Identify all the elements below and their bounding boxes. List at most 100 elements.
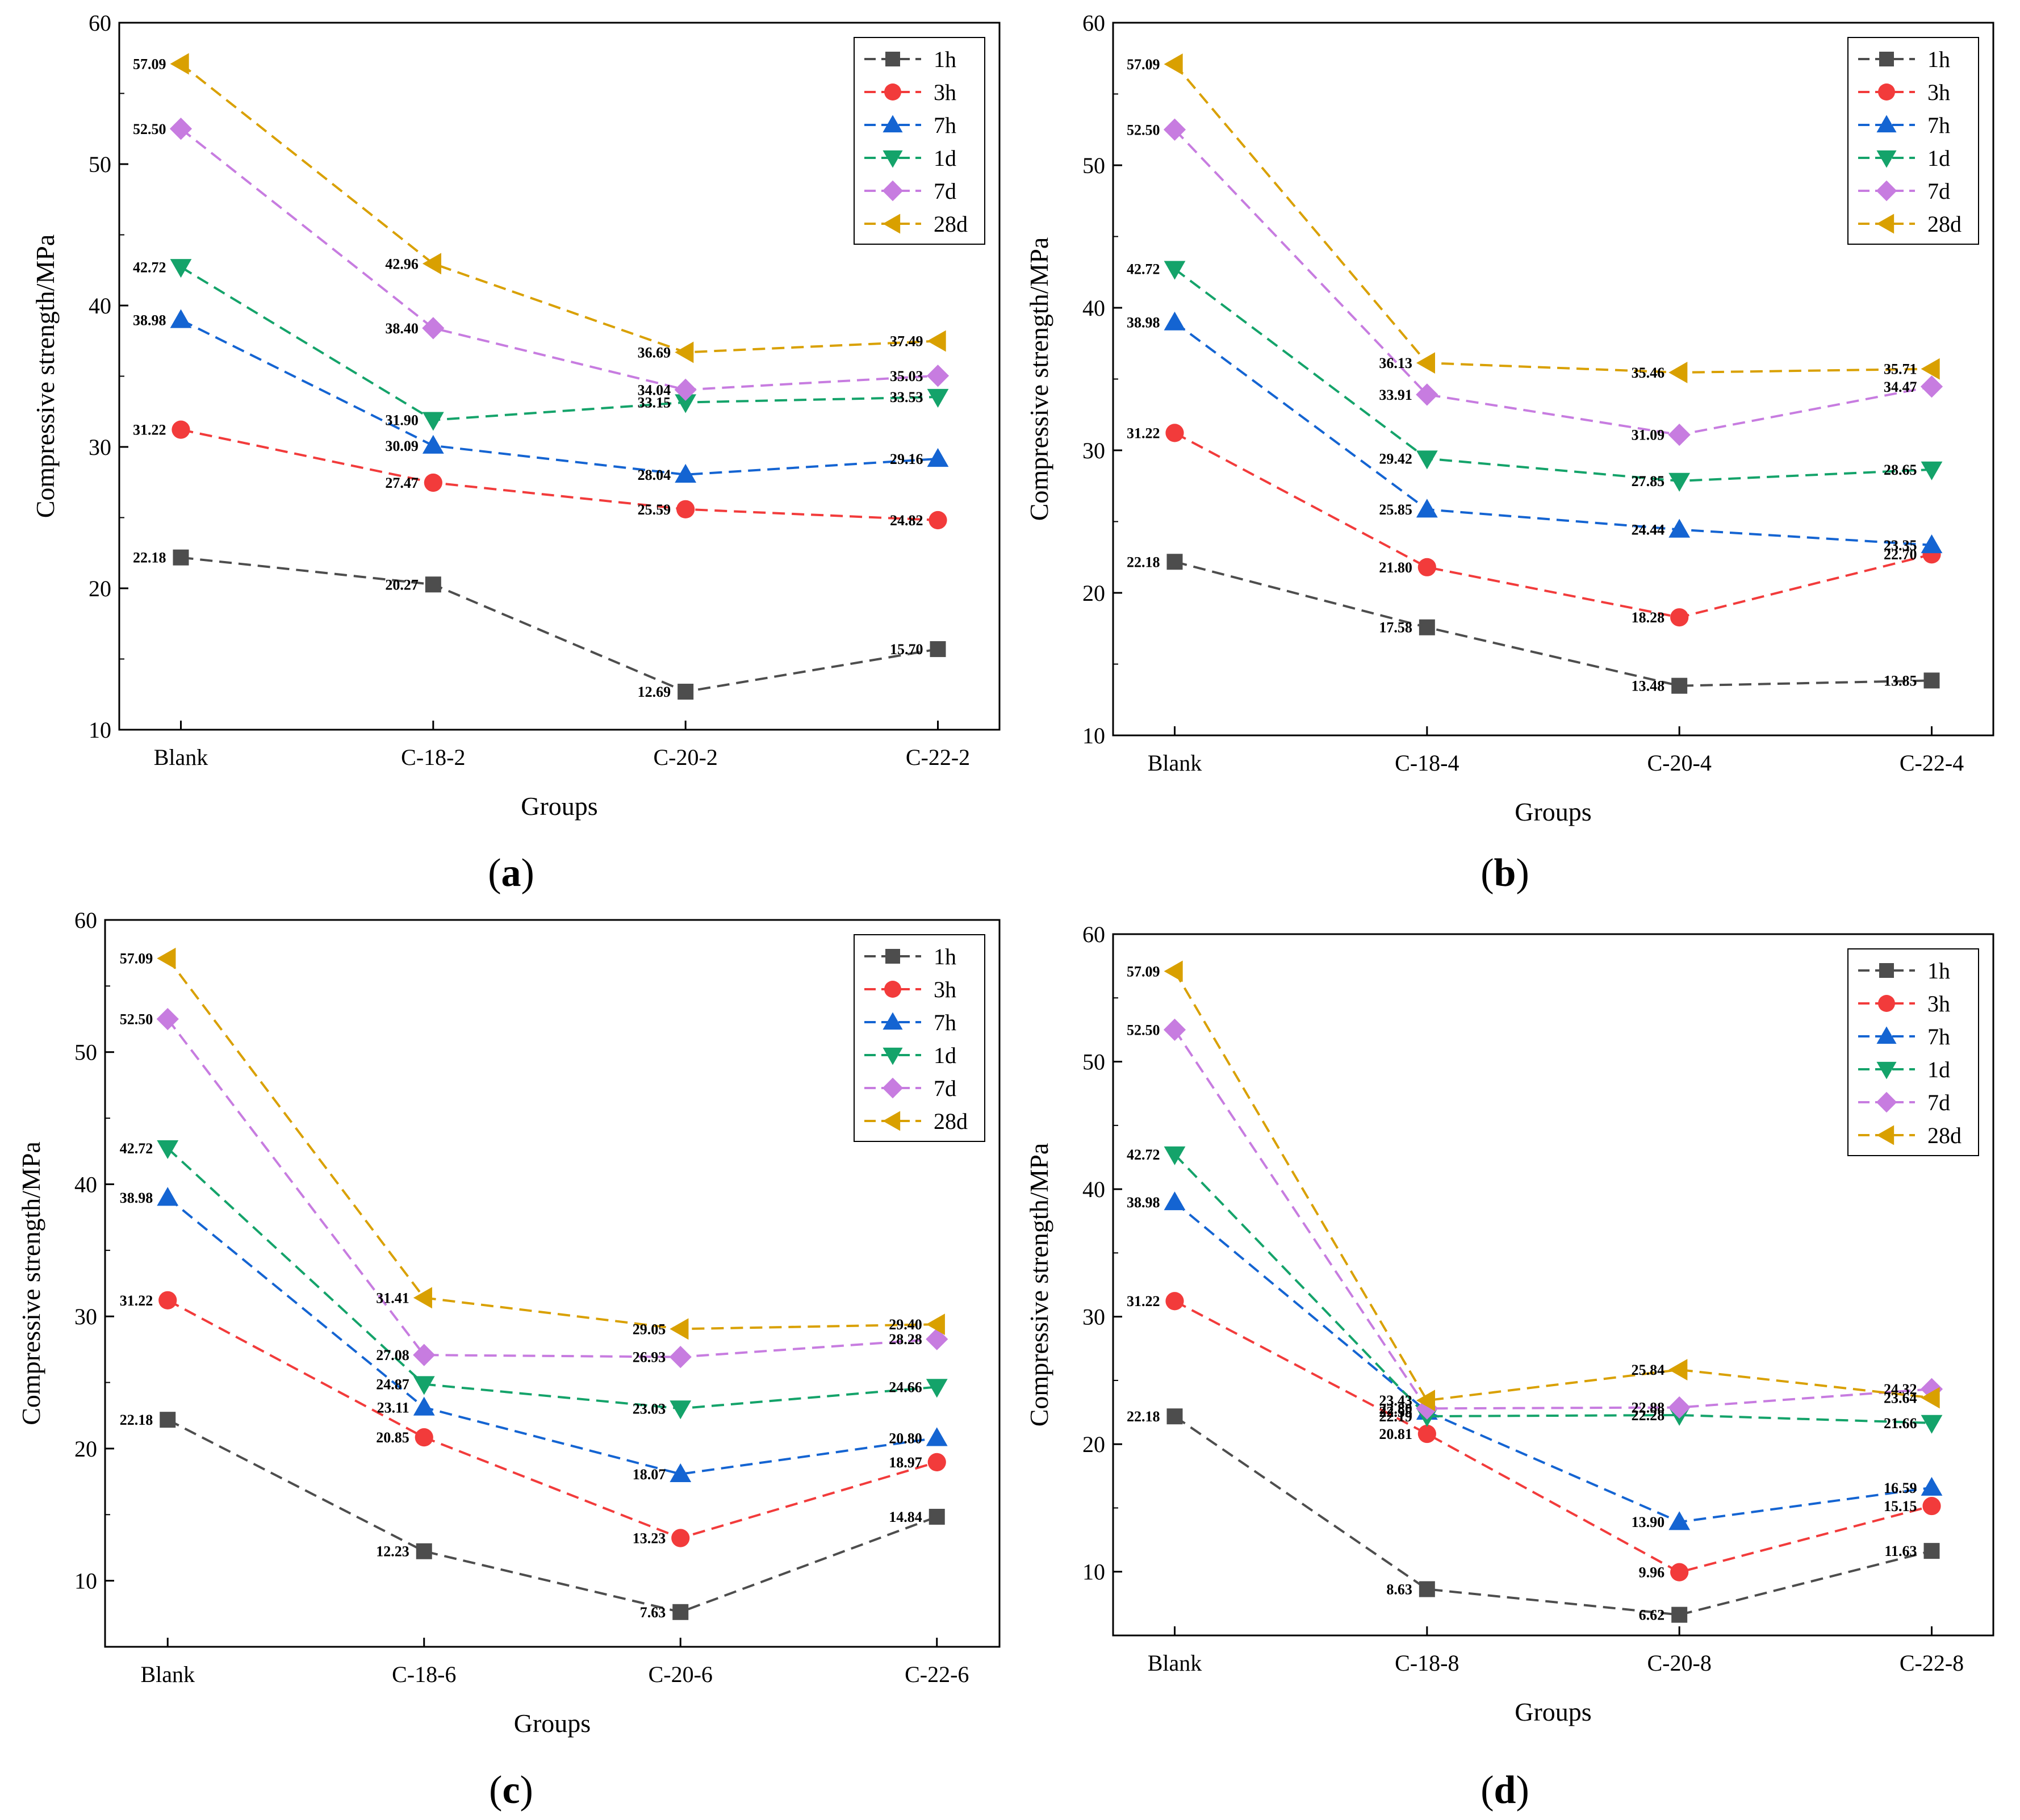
data-point-3h: [424, 473, 442, 492]
data-point-1d: [1921, 1415, 1943, 1434]
data-label-7h: 29.16: [890, 451, 923, 467]
data-label-1d: 24.66: [889, 1379, 922, 1395]
x-axis-title: Groups: [1515, 797, 1591, 826]
series-1h: 22.18 12.23 7.63 14.84: [120, 1412, 945, 1621]
y-tick-label: 10: [74, 1568, 97, 1594]
data-label-28d: 35.46: [1632, 365, 1665, 381]
legend-label-1h: 1h: [1927, 958, 1950, 984]
series-3h: 31.22 20.81 9.96 15.15: [1127, 1292, 1941, 1581]
series-line-7d: [166, 1018, 937, 1358]
data-point-7h: [927, 448, 949, 467]
legend-label-7d: 7d: [1927, 178, 1950, 204]
data-point-7d: [1668, 424, 1691, 446]
y-tick-label: 60: [89, 10, 111, 36]
data-label-28d: 31.41: [376, 1290, 409, 1306]
legend-label-3h: 3h: [934, 80, 956, 105]
series-1d: 42.72 22.19 22.28 21.66: [1127, 1146, 1943, 1434]
y-tick-label: 60: [1082, 10, 1105, 36]
x-tick-label: C-18-6: [392, 1662, 456, 1687]
data-point-1h: [1671, 677, 1688, 694]
legend-label-28d: 28d: [934, 211, 968, 237]
data-label-7h: 13.90: [1632, 1514, 1665, 1530]
legend-marker-3h: [1878, 995, 1895, 1012]
data-label-7d: 34.04: [638, 382, 671, 398]
data-point-1d: [675, 394, 697, 413]
data-point-7h: [1668, 1511, 1691, 1530]
data-label-7h: 23.11: [377, 1400, 409, 1416]
data-label-28d: 57.09: [1127, 963, 1160, 980]
legend-marker-7h: [1876, 1026, 1897, 1044]
data-label-7h: 30.09: [385, 438, 419, 454]
data-label-7d: 52.50: [1127, 1022, 1160, 1038]
legend-marker-1d: [883, 1047, 903, 1065]
data-point-7h: [413, 1396, 435, 1416]
x-tick-label: C-18-4: [1395, 750, 1459, 776]
data-label-1d: 42.72: [1127, 261, 1160, 278]
data-point-28d: [1668, 1359, 1688, 1380]
data-label-1d: 22.19: [1379, 1408, 1412, 1425]
legend-box: [1847, 37, 1979, 245]
legend-marker-7d: [882, 1077, 904, 1099]
y-tick-label: 50: [1082, 1049, 1105, 1075]
data-label-1h: 11.63: [1884, 1543, 1917, 1559]
x-tick-label: C-22-8: [1900, 1650, 1964, 1676]
data-label-1d: 21.66: [1884, 1415, 1917, 1432]
data-point-3h: [1670, 1563, 1689, 1581]
series-line-7d: [180, 128, 938, 391]
data-label-28d: 36.69: [638, 344, 671, 361]
series-28d: 57.09 36.13 35.46 35.71: [1127, 53, 1940, 383]
data-label-3h: 27.47: [385, 475, 419, 491]
data-label-1h: 7.63: [640, 1604, 666, 1621]
data-point-3h: [676, 500, 695, 518]
data-label-28d: 23.43: [1379, 1392, 1412, 1409]
legend-marker-7h: [1876, 115, 1897, 133]
series-3h: 31.22 27.47 25.59 24.82: [133, 420, 947, 530]
data-point-3h: [1417, 1424, 1436, 1444]
data-point-1h: [1671, 1606, 1688, 1623]
data-label-7d: 52.50: [1127, 122, 1160, 138]
data-label-7d: 22.80: [1379, 1400, 1412, 1417]
series-7d: 52.50 33.91 31.09 34.47: [1127, 118, 1943, 446]
y-tick-label: 30: [1082, 1304, 1105, 1330]
data-point-28d: [926, 1313, 945, 1336]
data-label-1h: 22.18: [1127, 554, 1160, 570]
data-point-1d: [1164, 1146, 1186, 1165]
data-label-1d: 33.53: [890, 389, 923, 405]
data-point-1h: [1166, 554, 1183, 570]
data-label-3h: 18.97: [889, 1454, 922, 1471]
data-label-7d: 52.50: [133, 121, 166, 137]
legend-box: [854, 37, 985, 245]
data-point-3h: [929, 511, 947, 530]
series-line-1d: [166, 1147, 937, 1410]
y-tick-label: 50: [1082, 153, 1105, 178]
legend-marker-1h: [1879, 963, 1894, 978]
data-label-28d: 57.09: [133, 56, 166, 72]
data-label-7d: 38.40: [385, 320, 419, 337]
data-point-1h: [930, 641, 946, 658]
data-point-28d: [675, 341, 694, 363]
data-point-7d: [1163, 118, 1186, 141]
series-line-28d: [1173, 970, 1932, 1402]
data-label-28d: 57.09: [120, 951, 153, 967]
data-label-3h: 21.80: [1379, 559, 1412, 576]
data-label-1d: 42.72: [133, 259, 166, 275]
data-label-7h: 38.98: [1127, 315, 1160, 331]
data-point-28d: [422, 253, 442, 275]
data-label-7h: 38.98: [120, 1190, 153, 1206]
legend-label-3h: 3h: [934, 977, 956, 1002]
data-point-1d: [157, 1140, 179, 1160]
data-point-7h: [1921, 1476, 1943, 1496]
x-tick-label: Blank: [154, 744, 208, 770]
data-point-28d: [670, 1318, 689, 1340]
data-point-1h: [173, 549, 189, 566]
panel-caption: (b): [1481, 851, 1529, 895]
series-7h: 38.98 25.85 24.44 23.35: [1127, 311, 1943, 554]
data-point-1h: [929, 1508, 945, 1525]
data-label-7h: 20.80: [889, 1430, 922, 1446]
data-label-28d: 29.40: [889, 1316, 922, 1333]
series-line-28d: [180, 62, 938, 354]
data-label-1d: 22.28: [1632, 1407, 1665, 1424]
data-point-3h: [172, 420, 190, 439]
data-point-1d: [926, 1379, 948, 1398]
panel-caption: (d): [1481, 1768, 1529, 1812]
